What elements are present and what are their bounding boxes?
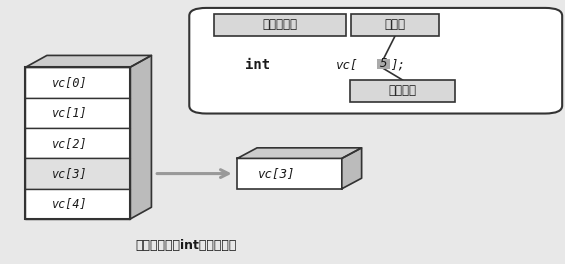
Bar (25, 98, 130, 128)
Text: 5: 5 (380, 57, 388, 70)
Bar (351, 14, 439, 36)
Text: vc[4]: vc[4] (51, 197, 87, 210)
Bar (25, 189, 130, 219)
Text: 各个元素都是int类型的对象: 各个元素都是int类型的对象 (136, 239, 237, 252)
Text: 变量名: 变量名 (385, 18, 406, 31)
Text: int: int (245, 58, 270, 72)
Bar (25, 67, 130, 219)
Bar (237, 158, 342, 189)
Bar (377, 59, 390, 69)
Text: vc[1]: vc[1] (51, 106, 87, 119)
Text: vc[3]: vc[3] (258, 167, 295, 180)
Text: 元素类型名: 元素类型名 (263, 18, 297, 31)
Polygon shape (25, 55, 151, 67)
Text: vc[: vc[ (336, 58, 359, 71)
Polygon shape (130, 55, 151, 219)
Bar (25, 128, 130, 158)
Text: vc[0]: vc[0] (51, 76, 87, 89)
Bar (350, 80, 455, 102)
Text: vc[3]: vc[3] (51, 167, 87, 180)
Text: ];: ]; (390, 58, 405, 71)
Polygon shape (237, 148, 362, 158)
Text: vc[2]: vc[2] (51, 137, 87, 150)
Bar (214, 14, 346, 36)
Text: 元素个数: 元素个数 (389, 84, 416, 97)
FancyBboxPatch shape (189, 8, 562, 114)
Bar (25, 67, 130, 98)
Polygon shape (342, 148, 362, 189)
Bar (25, 158, 130, 189)
